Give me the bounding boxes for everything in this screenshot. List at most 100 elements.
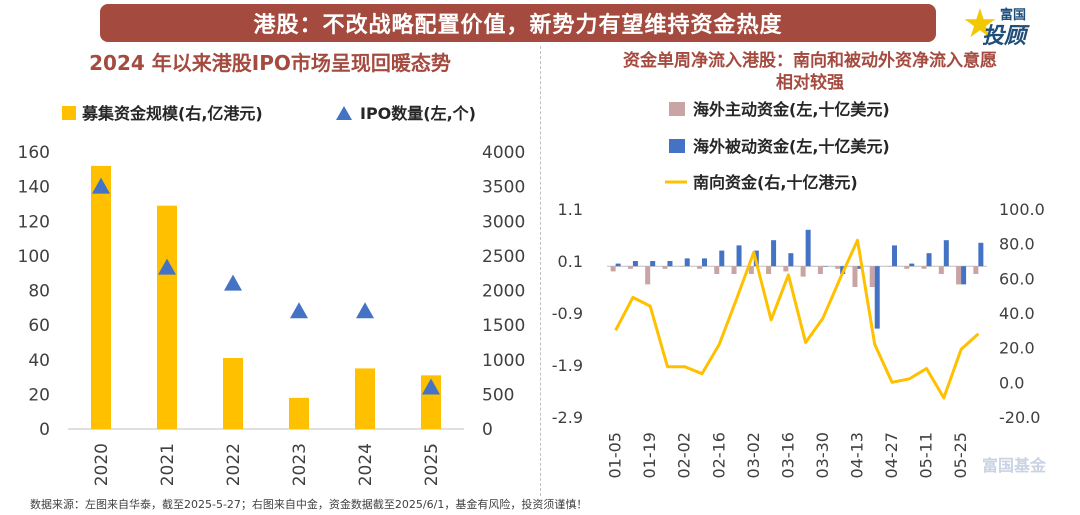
right-y-tick-label: 2000 bbox=[482, 282, 525, 302]
active-flow-bar bbox=[817, 266, 823, 274]
active-flow-bar bbox=[869, 266, 875, 287]
right-y-tick-label: 100.0 bbox=[999, 200, 1045, 219]
passive-flow-bar bbox=[615, 263, 621, 267]
ipo-funds-bar bbox=[157, 205, 177, 429]
passive-flow-bar bbox=[978, 242, 984, 267]
legend-label-passive: 海外被动资金(左,十亿美元) bbox=[693, 137, 890, 156]
active-flow-bar bbox=[921, 266, 927, 269]
right-y-tick-label: 3000 bbox=[482, 212, 525, 232]
passive-flow-bar bbox=[719, 250, 725, 267]
banner: 港股：不改战略配置价值，新势力有望维持资金热度 bbox=[100, 4, 936, 42]
passive-flow-bar bbox=[805, 229, 811, 267]
star-icon: ★ bbox=[962, 1, 998, 47]
left-y-tick-label: 40 bbox=[28, 351, 50, 371]
x-tick-label: 01-05 bbox=[606, 432, 625, 479]
right-y-tick-label: 1000 bbox=[482, 351, 525, 371]
left-plot-area: 0 20 40 60 80 100 120 140 160 0 500 1000 1500 2000 250… bbox=[18, 143, 526, 486]
left-y-tick-label: 80 bbox=[28, 282, 50, 302]
x-tick-label: 05-25 bbox=[951, 432, 970, 479]
left-y-tick-label: 160 bbox=[18, 143, 50, 163]
banner-title: 港股：不改战略配置价值，新势力有望维持资金热度 bbox=[253, 13, 783, 38]
active-flow-bar bbox=[714, 266, 720, 274]
passive-flow-bar bbox=[926, 253, 932, 267]
x-tick-label: 03-16 bbox=[778, 432, 797, 479]
x-tick-label: 02-16 bbox=[709, 432, 728, 479]
passive-flow-bar bbox=[702, 258, 707, 267]
active-flow-bar bbox=[766, 266, 772, 274]
x-tick-label: 2023 bbox=[290, 443, 310, 486]
chart-divider bbox=[540, 46, 541, 496]
right-plot-area: -2.9 -1.9 -0.9 0.1 1.1 -20.0 0.0 20.0 40.0 60.0 80… bbox=[552, 200, 1045, 479]
ipo-count-marker bbox=[224, 274, 242, 291]
right-y-tick-label: 3500 bbox=[482, 178, 525, 198]
right-y-tick-label: 0.0 bbox=[999, 373, 1024, 392]
southbound-line bbox=[614, 238, 980, 400]
passive-flow-bar bbox=[874, 266, 880, 329]
left-y-tick-label: 20 bbox=[28, 385, 50, 405]
active-flow-bar bbox=[627, 266, 633, 269]
left-y-tick-label: -0.9 bbox=[552, 304, 583, 323]
passive-flow-bar bbox=[684, 258, 690, 267]
right-y-tick-label: 60.0 bbox=[999, 269, 1035, 288]
x-tick-label: 2024 bbox=[356, 443, 376, 486]
ipo-funds-bar bbox=[223, 358, 243, 429]
ipo-funds-bar bbox=[289, 397, 309, 429]
right-y-tick-label: 500 bbox=[482, 385, 514, 405]
left-y-tick-label: 0 bbox=[39, 420, 50, 440]
legend-swatch-bar bbox=[62, 106, 76, 120]
active-flow-bar bbox=[973, 266, 979, 274]
left-legend: 募集资金规模(右,亿港元) IPO数量(左,个) bbox=[62, 104, 476, 123]
passive-flow-bar bbox=[736, 245, 742, 267]
passive-flow-bar bbox=[650, 261, 656, 267]
footer-note: 数据来源：左图来自华泰，截至2025-5-27；右图来自中金，资金数据截至202… bbox=[30, 498, 588, 511]
logo-main: 投顾 bbox=[982, 24, 1027, 49]
active-flow-bar bbox=[938, 266, 944, 274]
legend-swatch-triangle bbox=[336, 106, 352, 120]
passive-flow-bar bbox=[909, 263, 915, 267]
watermark: 富国基金 bbox=[982, 456, 1047, 475]
ipo-funds-bar bbox=[91, 165, 111, 429]
active-flow-bar bbox=[956, 266, 962, 285]
active-flow-bar bbox=[835, 266, 841, 269]
x-tick-label: 2022 bbox=[224, 443, 244, 486]
passive-flow-bar bbox=[961, 266, 967, 285]
right-legend: 海外主动资金(左,十亿美元) 海外被动资金(左,十亿美元) 南向资金(右,十亿港… bbox=[665, 100, 890, 192]
logo: ★ 富国 投顾 bbox=[958, 2, 1070, 50]
right-y-tick-label: 40.0 bbox=[999, 304, 1035, 323]
x-tick-label: 01-19 bbox=[640, 432, 659, 479]
left-y-tick-label: 120 bbox=[18, 212, 50, 232]
active-flow-bar bbox=[852, 266, 858, 287]
left-y-tick-label: -1.9 bbox=[552, 356, 583, 375]
active-flow-bar bbox=[662, 266, 668, 269]
passive-flow-bar bbox=[788, 253, 794, 267]
active-flow-bar bbox=[904, 266, 910, 269]
left-y-tick-label: 0.1 bbox=[558, 252, 583, 271]
right-chart-title-line2: 相对较强 bbox=[776, 72, 844, 93]
right-y-tick-label: 2500 bbox=[482, 247, 525, 267]
logo-top: 富国 bbox=[1000, 8, 1027, 23]
left-chart-title: 2024 年以来港股IPO市场呈现回暖态势 bbox=[89, 51, 451, 75]
ipo-count-marker bbox=[422, 378, 440, 395]
ipo-funds-bar bbox=[355, 368, 375, 429]
x-tick-label: 04-13 bbox=[847, 432, 866, 479]
active-flow-bar bbox=[679, 266, 685, 267]
active-flow-bar bbox=[697, 266, 702, 269]
active-flow-bar bbox=[731, 266, 737, 274]
flow-chart: 资金单周净流入港股：南向和被动外资净流入意愿 相对较强 海外主动资金(左,十亿美… bbox=[552, 50, 1045, 479]
passive-flow-bar bbox=[667, 261, 673, 267]
right-y-tick-label: 0 bbox=[482, 420, 493, 440]
x-tick-label: 04-27 bbox=[882, 432, 901, 479]
right-y-tick-label: 4000 bbox=[482, 143, 525, 163]
active-flow-bar bbox=[887, 266, 892, 267]
passive-flow-bar bbox=[632, 261, 638, 267]
x-tick-label: 2021 bbox=[158, 443, 178, 486]
active-flow-bar bbox=[800, 266, 806, 277]
left-y-tick-label: -2.9 bbox=[552, 408, 583, 427]
left-y-tick-label: 140 bbox=[18, 178, 50, 198]
legend-swatch-passive bbox=[669, 139, 685, 153]
x-tick-label: 05-11 bbox=[917, 432, 936, 479]
legend-label-bar: 募集资金规模(右,亿港元) bbox=[81, 104, 263, 123]
ipo-count-marker bbox=[92, 177, 110, 194]
right-y-tick-label: 20.0 bbox=[999, 339, 1035, 358]
left-y-tick-label: 100 bbox=[18, 247, 50, 267]
